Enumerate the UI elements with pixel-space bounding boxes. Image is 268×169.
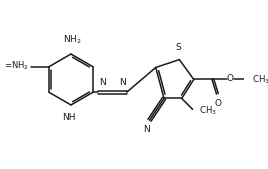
Text: N: N	[143, 125, 150, 134]
Text: S: S	[176, 43, 181, 52]
Text: CH$_3$: CH$_3$	[199, 105, 217, 117]
Text: O: O	[215, 99, 222, 108]
Text: N: N	[99, 78, 106, 87]
Text: NH: NH	[62, 113, 76, 122]
Text: =NH$_2$: =NH$_2$	[4, 60, 29, 72]
Text: O: O	[227, 74, 234, 83]
Text: NH$_2$: NH$_2$	[62, 33, 81, 46]
Text: CH$_3$: CH$_3$	[252, 73, 268, 86]
Text: N: N	[119, 78, 125, 87]
